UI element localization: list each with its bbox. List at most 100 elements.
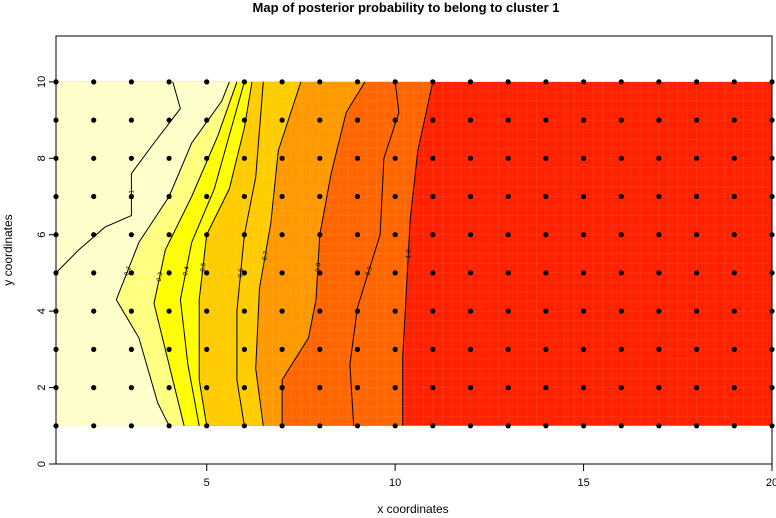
sample-point <box>392 308 398 314</box>
plot-area <box>55 81 773 427</box>
contour-lines: 0.10.20.30.40.50.60.70.80.91.0 <box>55 81 434 427</box>
sample-point <box>505 385 511 391</box>
sample-point <box>581 423 587 429</box>
sample-point <box>317 117 323 123</box>
sample-point <box>241 308 247 314</box>
x-tick-label: 20 <box>766 477 776 489</box>
sample-point <box>279 155 285 161</box>
sample-point <box>581 79 587 85</box>
sample-point <box>731 270 737 276</box>
sample-point <box>467 193 474 200</box>
sample-point <box>543 423 549 429</box>
sample-point <box>618 385 624 391</box>
sample-point <box>430 155 436 161</box>
x-tick-label: 10 <box>389 477 401 489</box>
contour-line <box>281 81 366 426</box>
y-tick-label: 2 <box>36 385 48 391</box>
contour-label: 0.2 <box>123 265 133 277</box>
sample-point <box>430 232 436 238</box>
sample-point <box>618 423 624 429</box>
sample-point <box>543 385 549 391</box>
contour-label: 0.6 <box>237 268 245 278</box>
sample-point <box>731 193 737 200</box>
sample-point <box>354 155 361 161</box>
sample-point <box>656 155 662 161</box>
sample-point <box>128 346 134 352</box>
sample-point <box>128 270 134 276</box>
sample-point <box>618 79 624 85</box>
contour-line <box>153 81 238 426</box>
sample-point <box>731 232 737 238</box>
sample-point <box>505 346 511 352</box>
sample-point <box>694 423 700 429</box>
sample-point <box>618 155 624 161</box>
sample-point <box>317 232 323 238</box>
sample-point <box>354 79 361 85</box>
sample-point <box>467 385 474 391</box>
sample-point <box>128 117 134 123</box>
sample-point <box>241 423 247 429</box>
sample-point <box>430 193 436 200</box>
sample-point <box>430 117 436 123</box>
sample-point <box>317 155 323 161</box>
sample-point <box>354 117 361 123</box>
sample-point <box>656 423 662 429</box>
sample-point <box>392 79 398 85</box>
sample-point <box>656 346 662 352</box>
y-tick-label: 10 <box>36 76 48 88</box>
sample-point <box>204 232 210 238</box>
sample-point <box>204 385 210 391</box>
x-axis-label: x coordinates <box>377 502 448 516</box>
x-tick-label: 15 <box>577 477 589 489</box>
sample-point <box>430 270 436 276</box>
sample-point <box>430 423 436 429</box>
sample-point <box>204 346 210 352</box>
x-axis: 5 10 15 20 <box>204 463 776 489</box>
sample-point <box>731 117 737 123</box>
contour-label: 0.9 <box>364 265 374 276</box>
sample-point <box>731 346 737 352</box>
sample-point <box>505 117 511 123</box>
sample-point <box>543 193 549 200</box>
sample-point <box>279 423 285 429</box>
y-tick-label: 6 <box>36 232 48 238</box>
sample-point <box>467 270 474 276</box>
sample-point <box>392 117 398 123</box>
sample-point <box>694 346 700 352</box>
sample-point <box>656 193 662 200</box>
contour-line <box>349 81 400 426</box>
sample-point <box>91 385 97 391</box>
sample-point <box>279 346 285 352</box>
sample-point <box>241 232 247 238</box>
y-tick-label: 0 <box>36 461 48 467</box>
sample-point <box>354 346 361 352</box>
sample-point <box>91 193 97 200</box>
sample-point <box>354 308 361 314</box>
chart-title: Map of posterior probability to belong t… <box>253 0 560 15</box>
contour-label: 1.0 <box>405 249 413 259</box>
sample-point <box>656 270 662 276</box>
sample-point <box>204 117 210 123</box>
sample-point <box>317 385 323 391</box>
contour-line <box>402 81 434 426</box>
sample-point <box>279 270 285 276</box>
heatmap-texture <box>55 81 773 427</box>
sample-point <box>467 117 474 123</box>
sample-point <box>694 270 700 276</box>
sample-point <box>581 155 587 161</box>
sample-point <box>279 117 285 123</box>
sample-point <box>204 155 210 161</box>
sample-point <box>731 79 737 85</box>
contour-line <box>115 81 230 427</box>
sample-point <box>694 117 700 123</box>
sample-point <box>317 308 323 314</box>
contour-label: 0.4 <box>182 266 191 277</box>
sample-point <box>91 232 97 238</box>
y-axis: 0 2 4 6 8 10 <box>36 76 57 467</box>
sample-point <box>317 423 323 429</box>
sample-point <box>279 385 285 391</box>
sample-point <box>581 270 587 276</box>
sample-point <box>467 155 474 161</box>
band-very-low <box>56 81 230 426</box>
sample-point <box>128 385 134 391</box>
